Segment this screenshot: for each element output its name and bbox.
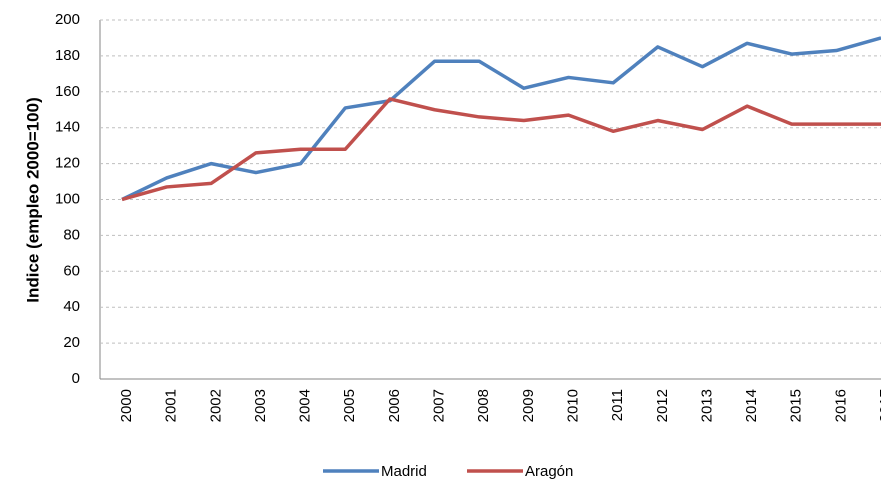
y-tick-label: 180: [55, 47, 80, 64]
x-tick-label: 2005: [341, 389, 358, 422]
y-tick-label: 140: [55, 119, 80, 136]
x-tick-label: 2007: [431, 389, 448, 422]
x-tick-label: 2012: [654, 389, 671, 422]
y-tick-label: 80: [63, 226, 80, 243]
line-series: [121, 97, 881, 202]
y-tick-label: 120: [55, 155, 80, 172]
x-tick-label: 2015: [788, 389, 805, 422]
x-tick-label: 2006: [386, 389, 403, 422]
y-tick-label: 160: [55, 83, 80, 100]
y-tick-label: 60: [63, 262, 80, 279]
y-tick-label: 20: [63, 334, 80, 351]
x-tick-label: 2014: [743, 389, 760, 422]
x-tick-label: 2008: [475, 389, 492, 422]
x-tick-label: 2011: [609, 389, 626, 421]
x-tick-label: 2017: [877, 389, 881, 422]
y-axis-label: Indice (empleo 2000=100): [23, 97, 42, 303]
x-tick-label: 2001: [163, 389, 180, 422]
x-tick-label: 2003: [252, 389, 269, 422]
x-tick-label: 2000: [118, 389, 135, 422]
x-tick-label: 2010: [564, 389, 581, 422]
x-tick-label: 2009: [520, 389, 537, 422]
y-tick-label: 200: [55, 11, 80, 28]
legend-label: Aragón: [525, 463, 573, 480]
line-series: [121, 36, 881, 202]
legend-label: Madrid: [381, 463, 427, 480]
y-tick-label: 100: [55, 190, 80, 207]
y-tick-label: 0: [72, 370, 80, 387]
x-tick-label: 2016: [832, 389, 849, 422]
x-tick-label: 2004: [297, 389, 314, 422]
x-tick-label: 2013: [698, 389, 715, 422]
x-tick-label: 2002: [207, 389, 224, 422]
y-tick-label: 40: [63, 298, 80, 315]
